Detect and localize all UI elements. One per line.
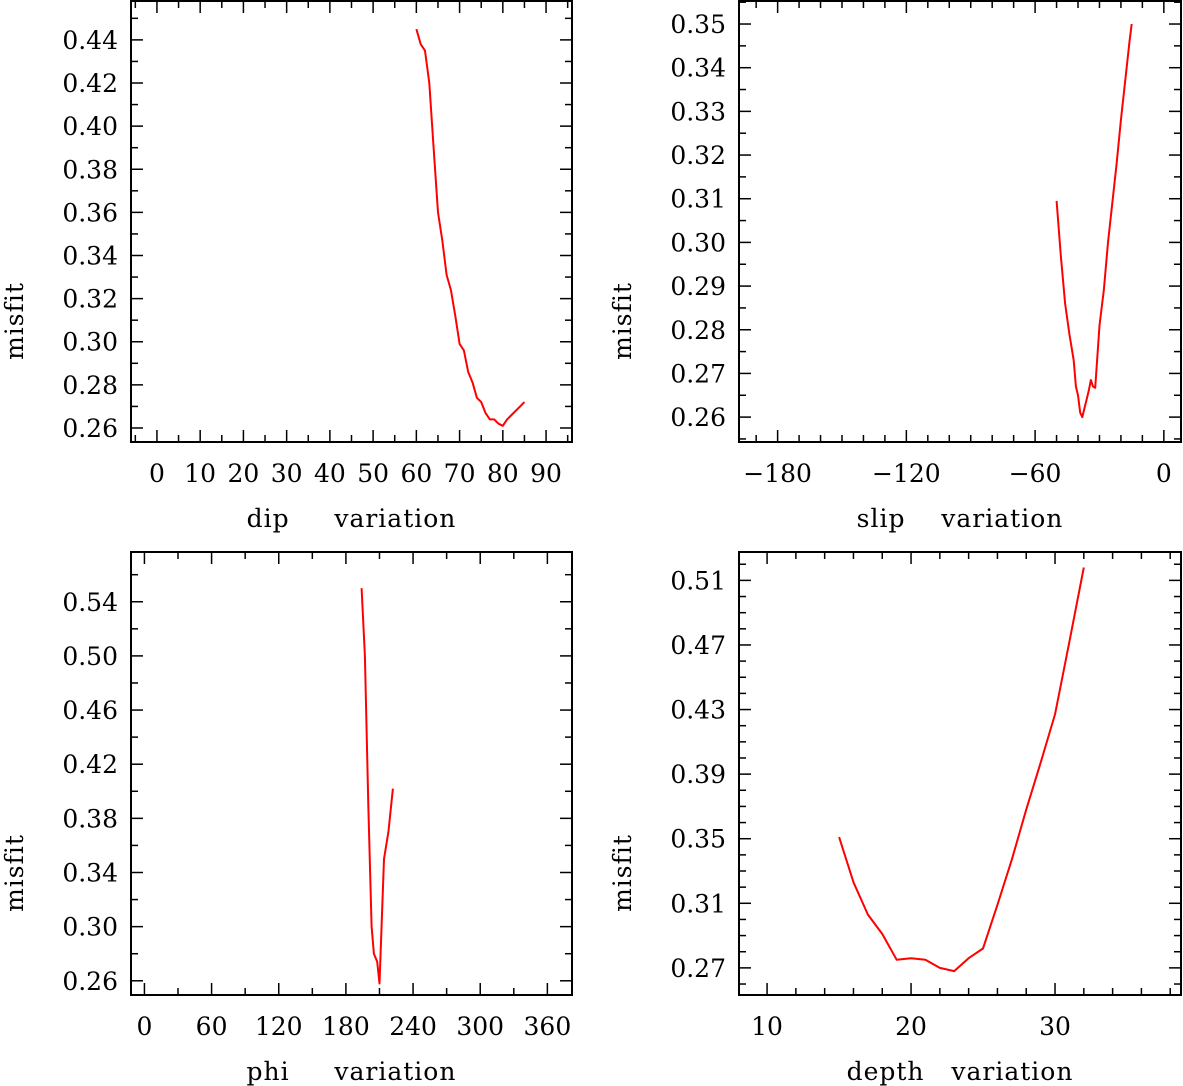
y-tick-label: 0.31 (670, 185, 726, 214)
y-tick-label: 0.26 (62, 414, 118, 443)
plot-frame (130, 0, 573, 443)
y-tick-label: 0.54 (62, 588, 118, 617)
x-tick-label: 0 (149, 459, 165, 488)
x-tick-label: 180 (322, 1012, 370, 1041)
x-axis-title: phi variation (247, 1057, 457, 1086)
y-tick-label: 0.26 (62, 967, 118, 996)
x-tick-label: 60 (196, 1012, 228, 1041)
x-tick-label: 0 (1156, 459, 1172, 488)
x-tick-label: 20 (228, 459, 260, 488)
x-tick-label: 300 (456, 1012, 504, 1041)
x-tick-label: 10 (184, 459, 216, 488)
y-tick-label: 0.34 (670, 54, 726, 83)
series-line-slip (1055, 23, 1133, 419)
y-axis-title: misfit (0, 834, 29, 912)
x-tick-label: 60 (400, 459, 432, 488)
y-tick-label: 0.29 (670, 272, 726, 301)
x-tick-label: 70 (444, 459, 476, 488)
y-tick-label: 0.39 (670, 760, 726, 789)
y-tick-label: 0.30 (670, 228, 726, 257)
y-tick-label: 0.33 (670, 97, 726, 126)
y-tick-label: 0.42 (62, 750, 118, 779)
series-line-dip (415, 28, 526, 427)
panel-dip: 0 10 20 30 40 50 60 70 80 90 0.26 0.28 0.30 0.32 0.34 0… (0, 0, 573, 533)
x-tick-label: −60 (1009, 459, 1062, 488)
x-tick-label: 240 (389, 1012, 437, 1041)
x-tick-label: 30 (271, 459, 303, 488)
y-tick-label: 0.30 (62, 328, 118, 357)
y-tick-label: 0.34 (62, 241, 118, 270)
y-tick-label: 0.26 (670, 403, 726, 432)
x-axis-title: depth variation (847, 1057, 1074, 1086)
x-tick-label: 80 (487, 459, 519, 488)
x-tick-label: 30 (1039, 1012, 1071, 1041)
y-tick-label: 0.32 (670, 141, 726, 170)
panel-phi: 0 60 120 180 240 300 360 0.26 0.30 0.34 0.38 0.42 0.… (0, 551, 573, 1086)
y-axis-title: misfit (0, 282, 29, 360)
y-tick-label: 0.34 (62, 858, 118, 887)
plot-frame (738, 0, 1182, 443)
x-tick-label: 0 (136, 1012, 152, 1041)
series-line-depth (838, 567, 1085, 973)
plot-frame (738, 551, 1182, 996)
y-tick-label: 0.44 (62, 26, 118, 55)
y-tick-label: 0.28 (62, 371, 118, 400)
y-tick-label: 0.35 (670, 825, 726, 854)
y-tick-label: 0.40 (62, 112, 118, 141)
y-tick-label: 0.50 (62, 642, 118, 671)
y-tick-label: 0.27 (670, 954, 726, 983)
y-tick-label: 0.35 (670, 10, 726, 39)
y-tick-label: 0.36 (62, 198, 118, 227)
x-tick-label: 10 (751, 1012, 783, 1041)
y-tick-label: 0.32 (62, 285, 118, 314)
y-tick-label: 0.43 (670, 696, 726, 725)
y-tick-label: 0.30 (62, 913, 118, 942)
y-tick-label: 0.38 (62, 155, 118, 184)
y-tick-label: 0.51 (670, 566, 726, 595)
y-tick-label: 0.42 (62, 69, 118, 98)
series-line-phi (360, 588, 394, 985)
plot-frame (130, 551, 573, 996)
x-tick-label: 120 (255, 1012, 303, 1041)
panel-depth: 10 20 30 0.27 0.31 0.35 0.39 0.43 0.47 0.51 depth … (608, 551, 1182, 1086)
x-tick-label: 40 (314, 459, 346, 488)
x-tick-label: 360 (524, 1012, 572, 1041)
y-tick-label: 0.31 (670, 889, 726, 918)
panel-slip: −180 −120 −60 0 0.26 0.27 0.28 0.29 0.30 0.31 0.32… (608, 0, 1182, 533)
y-tick-label: 0.28 (670, 316, 726, 345)
x-axis-title: slip variation (857, 504, 1064, 533)
y-tick-label: 0.46 (62, 696, 118, 725)
y-tick-label: 0.38 (62, 804, 118, 833)
x-axis-title: dip variation (247, 504, 457, 533)
y-axis-title: misfit (608, 282, 637, 360)
x-tick-label: −180 (743, 459, 812, 488)
x-tick-label: 90 (530, 459, 562, 488)
x-tick-label: 20 (895, 1012, 927, 1041)
y-axis-title: misfit (608, 834, 637, 912)
y-tick-label: 0.27 (670, 359, 726, 388)
x-tick-label: 50 (357, 459, 389, 488)
y-tick-label: 0.47 (670, 631, 726, 660)
x-tick-label: −120 (872, 459, 941, 488)
